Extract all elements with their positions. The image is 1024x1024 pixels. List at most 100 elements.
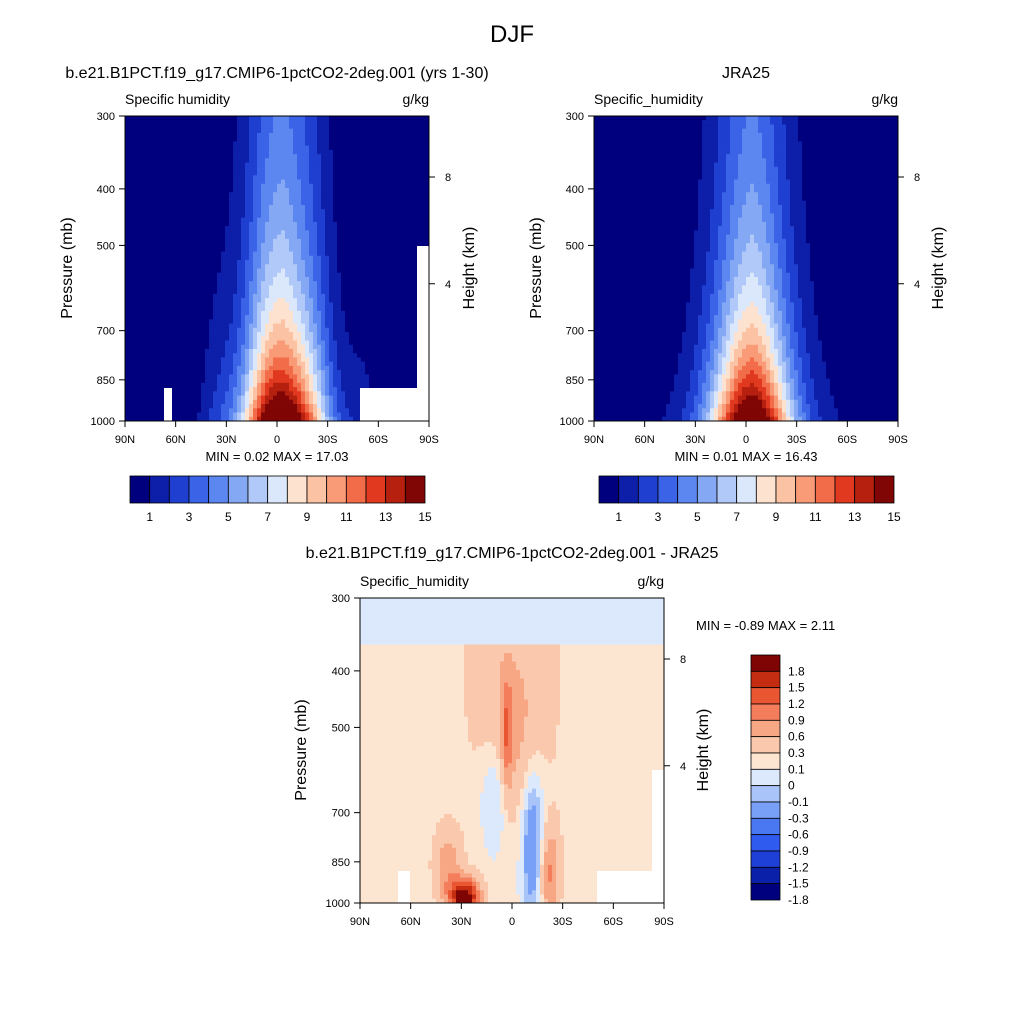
panel-model-cell xyxy=(185,306,190,312)
panel-model-cell xyxy=(137,315,142,320)
panel-model-cell xyxy=(133,204,138,210)
panel-model-cell xyxy=(313,251,318,257)
panel-model-cell xyxy=(397,289,402,295)
panel-model-cell xyxy=(325,293,330,299)
panel-model-cell xyxy=(285,213,290,219)
panel-model-cell xyxy=(393,141,398,147)
panel-model-cell xyxy=(161,116,166,121)
panel-model-cell xyxy=(161,260,166,265)
panel-model-cell xyxy=(337,348,342,354)
panel-model-cell xyxy=(293,247,298,253)
panel-model-cell xyxy=(309,166,314,172)
panel-model-cell xyxy=(141,179,146,185)
panel-model-cell xyxy=(377,128,382,134)
panel-model-cell xyxy=(197,234,202,240)
panel-model-cell xyxy=(133,357,138,363)
panel-model-cell xyxy=(233,124,238,130)
panel-model-cell xyxy=(141,365,146,371)
panel-model-cell xyxy=(409,238,414,244)
panel-model-cell xyxy=(361,166,366,172)
panel-model-cell xyxy=(205,158,210,164)
panel-model-cell xyxy=(269,204,274,210)
panel-model-cell xyxy=(369,137,374,143)
panel-model-cell xyxy=(305,370,310,376)
panel-model-cell xyxy=(221,247,226,253)
panel-model-cell xyxy=(365,306,370,312)
panel-model-cell xyxy=(329,230,334,236)
panel-model-cell xyxy=(149,327,154,333)
panel-model-cell xyxy=(225,120,230,126)
panel-model-cell xyxy=(337,289,342,295)
panel-model-cell xyxy=(241,365,246,371)
panel-model-cell xyxy=(161,302,166,308)
panel-model-cell xyxy=(221,323,226,329)
panel-model-cell xyxy=(369,302,374,308)
panel-model-cell xyxy=(293,192,298,198)
panel-model-cell xyxy=(269,183,274,189)
panel-model-cell xyxy=(185,315,190,320)
panel-model-cell xyxy=(193,319,198,325)
panel-model-cell xyxy=(237,276,242,282)
panel-model-cell xyxy=(221,272,226,278)
panel-model-cell xyxy=(225,238,230,244)
panel-model-cell xyxy=(305,209,310,215)
panel-model-cell xyxy=(393,162,398,168)
panel-model-cell xyxy=(237,391,242,397)
panel-model-cell xyxy=(265,370,270,376)
panel-model-cell xyxy=(337,247,342,253)
panel-model-cell xyxy=(405,306,410,312)
panel-model-cell xyxy=(217,260,222,265)
panel-model-cell xyxy=(401,204,406,210)
panel-model-cell xyxy=(345,204,350,210)
panel-model-cell xyxy=(281,226,286,231)
panel-model-cell xyxy=(149,166,154,172)
panel-model-cell xyxy=(301,255,306,261)
panel-model-cell xyxy=(277,391,282,397)
panel-model-cell xyxy=(389,217,394,223)
panel-model-cell xyxy=(217,332,222,337)
panel-model-cell xyxy=(365,348,370,354)
panel-model-cell xyxy=(145,264,150,270)
panel-model-cell xyxy=(361,188,366,193)
panel-model-cell xyxy=(317,251,322,257)
panel-model-cell xyxy=(189,336,194,342)
panel-model-cell xyxy=(217,361,222,367)
panel-model-cell xyxy=(377,365,382,371)
panel-model-cell xyxy=(341,213,346,219)
panel-model-cell xyxy=(169,361,174,367)
panel-model-cell xyxy=(337,213,342,219)
panel-model-cell xyxy=(333,204,338,210)
panel-model-cell xyxy=(165,217,170,223)
panel-model-cell xyxy=(341,221,346,227)
panel-model-cell xyxy=(361,230,366,236)
panel-model-cell xyxy=(381,171,386,176)
panel-model-cell xyxy=(149,276,154,282)
panel-model-cell xyxy=(329,204,334,210)
panel-model-cell xyxy=(269,221,274,227)
panel-model-cell xyxy=(129,306,134,312)
panel-model-cell xyxy=(241,154,246,159)
panel-model-cell xyxy=(213,348,218,354)
panel-model-cell xyxy=(321,293,326,299)
panel-model-cell xyxy=(333,340,338,346)
panel-model-cell xyxy=(265,188,270,193)
panel-model-cell xyxy=(393,255,398,261)
panel-model-cell xyxy=(161,183,166,189)
panel-model-cell xyxy=(345,340,350,346)
panel-model-cell xyxy=(293,238,298,244)
panel-model-cell xyxy=(401,234,406,240)
panel-model-cell xyxy=(269,238,274,244)
panel-model-cell xyxy=(177,128,182,134)
panel-model-cell xyxy=(241,332,246,337)
panel-model-cell xyxy=(169,166,174,172)
panel-model-cell xyxy=(165,192,170,198)
panel-model-cell xyxy=(413,188,418,193)
panel-model-cell xyxy=(141,382,146,388)
panel-model-cell xyxy=(285,374,290,380)
panel-model-cell xyxy=(257,264,262,270)
panel-model-cell xyxy=(125,120,130,126)
panel-model-cell xyxy=(141,141,146,147)
panel-model-cell xyxy=(397,213,402,219)
panel-model-cell xyxy=(161,374,166,380)
panel-model-cell xyxy=(205,370,210,376)
